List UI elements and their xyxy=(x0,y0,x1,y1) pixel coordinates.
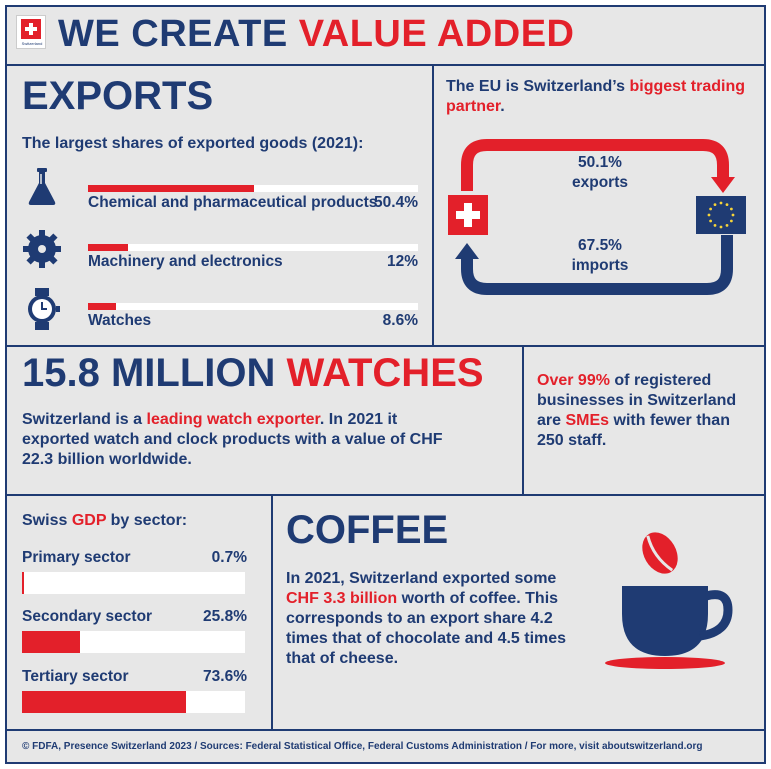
import-arrowhead-icon xyxy=(455,243,479,259)
gdp-bar-fill xyxy=(22,631,80,653)
watches-title-part1: 15.8 MILLION xyxy=(22,351,276,395)
watches-text-part2: . In 2021 it exported watch and clock pr… xyxy=(22,411,443,468)
trade-arrows-diagram xyxy=(455,139,735,295)
exports-title: EXPORTS xyxy=(22,74,214,118)
eu-star-icon xyxy=(725,223,729,227)
eu-star-icon xyxy=(731,213,735,217)
trade-text-part3: . xyxy=(500,98,505,115)
gdp-title-part2: by sector: xyxy=(110,512,188,529)
gdp-bar-secondary xyxy=(22,631,245,653)
export-label-chemical: Chemical and pharmaceutical products xyxy=(88,194,378,211)
gdp-title-highlight: GDP xyxy=(71,512,107,529)
gdp-label-primary: Primary sector xyxy=(22,549,131,566)
gear-icon xyxy=(23,230,61,268)
eu-star-icon xyxy=(729,219,733,223)
coffee-cup-icon xyxy=(605,532,733,669)
divider-footer xyxy=(5,729,766,731)
gdp-label-secondary: Secondary sector xyxy=(22,608,153,625)
exports-subtitle: The largest shares of exported goods (20… xyxy=(22,135,364,152)
divider-header xyxy=(5,64,766,66)
trade-text: The EU is Switzerland’s biggest trading … xyxy=(446,77,746,117)
export-bar-watches xyxy=(88,303,418,310)
page-title: WE CREATE VALUE ADDED xyxy=(58,13,574,56)
gdp-bar-fill xyxy=(22,572,24,594)
swiss-flag-icon xyxy=(21,19,41,39)
logo-caption: Switzerland xyxy=(21,41,43,46)
gdp-title: Swiss GDP by sector: xyxy=(22,512,187,530)
export-value-machinery: 12% xyxy=(386,253,418,270)
coffee-text: In 2021, Switzerland exported some CHF 3… xyxy=(286,569,576,669)
eu-star-icon xyxy=(713,203,717,207)
gdp-label-tertiary: Tertiary sector xyxy=(22,668,129,685)
export-value-watches: 8.6% xyxy=(382,312,418,329)
smes-text2: with fewer than 250 staff. xyxy=(537,412,730,449)
divider-exports-trade xyxy=(432,64,434,346)
title-part1: WE CREATE xyxy=(58,13,288,55)
gdp-value-tertiary: 73.6% xyxy=(203,668,247,685)
export-label-watches: Watches xyxy=(88,312,152,329)
gdp-value-secondary: 25.8% xyxy=(203,608,247,625)
eu-star-icon xyxy=(729,207,733,211)
divider-gdp-coffee xyxy=(271,494,273,730)
flask-icon xyxy=(28,168,56,205)
export-label-machinery: Machinery and electronics xyxy=(88,253,283,270)
watches-text-part1: Switzerland is a xyxy=(22,411,143,428)
watch-icon xyxy=(28,288,60,330)
export-bar-chemical xyxy=(88,185,418,192)
eu-star-icon xyxy=(707,213,711,217)
trade-exports: 50.1% exports xyxy=(540,153,660,193)
eu-star-icon xyxy=(719,201,723,205)
coffee-text1: In 2021, Switzerland exported some xyxy=(286,570,557,587)
trade-imports-value: 67.5% xyxy=(578,237,622,254)
trade-exports-label: exports xyxy=(572,174,628,191)
coffee-bean-icon xyxy=(642,532,678,574)
trade-imports: 67.5% imports xyxy=(540,236,660,276)
eu-star-icon xyxy=(725,203,729,207)
smes-text1: of registered businesses in Switzerland … xyxy=(537,372,737,429)
eu-star-icon xyxy=(719,225,723,229)
coffee-title: COFFEE xyxy=(286,508,449,552)
export-bar-fill xyxy=(88,303,117,310)
trade-text-highlight: biggest trading partner xyxy=(446,78,746,115)
divider-watches-smes xyxy=(522,345,524,495)
switzerland-logo: Switzerland xyxy=(16,15,46,49)
divider-row3 xyxy=(5,494,766,496)
watches-text: Switzerland is a leading watch exporter.… xyxy=(22,410,467,470)
export-bar-machinery xyxy=(88,244,418,251)
footer-text: © FDFA, Presence Switzerland 2023 / Sour… xyxy=(22,741,703,752)
export-bar-fill xyxy=(88,244,128,251)
smes-highlight1: Over 99% xyxy=(537,372,610,389)
trade-text-part1: The EU is Switzerland’s xyxy=(446,78,626,95)
coffee-text3: This corresponds to an export share 4.2 … xyxy=(286,590,567,667)
gdp-bar-primary xyxy=(22,572,245,594)
eu-flag-icon xyxy=(696,196,746,234)
trade-exports-value: 50.1% xyxy=(578,154,622,171)
trade-imports-label: imports xyxy=(571,257,629,274)
watches-title: 15.8 MILLION WATCHES xyxy=(22,351,484,396)
coffee-highlight: CHF 3.3 billion xyxy=(286,590,398,607)
title-part2: VALUE ADDED xyxy=(298,13,575,55)
smes-text: Over 99% of registered businesses in Swi… xyxy=(537,371,737,451)
gdp-bar-fill xyxy=(22,691,187,713)
gdp-value-primary: 0.7% xyxy=(211,549,247,566)
export-bar-fill xyxy=(88,185,255,192)
coffee-text2: worth of coffee. xyxy=(401,590,521,607)
eu-star-icon xyxy=(709,207,713,211)
gdp-title-part1: Swiss xyxy=(22,512,68,529)
divider-row2 xyxy=(5,345,766,347)
eu-star-icon xyxy=(713,223,717,227)
export-value-chemical: 50.4% xyxy=(374,194,418,211)
gdp-bar-tertiary xyxy=(22,691,245,713)
export-arrowhead-icon xyxy=(711,177,735,193)
watches-title-part2: WATCHES xyxy=(286,351,484,395)
eu-star-icon xyxy=(709,219,713,223)
swiss-flag-icon xyxy=(448,195,488,235)
smes-highlight2: SMEs xyxy=(565,412,610,429)
watches-text-highlight: leading watch exporter xyxy=(146,411,320,428)
